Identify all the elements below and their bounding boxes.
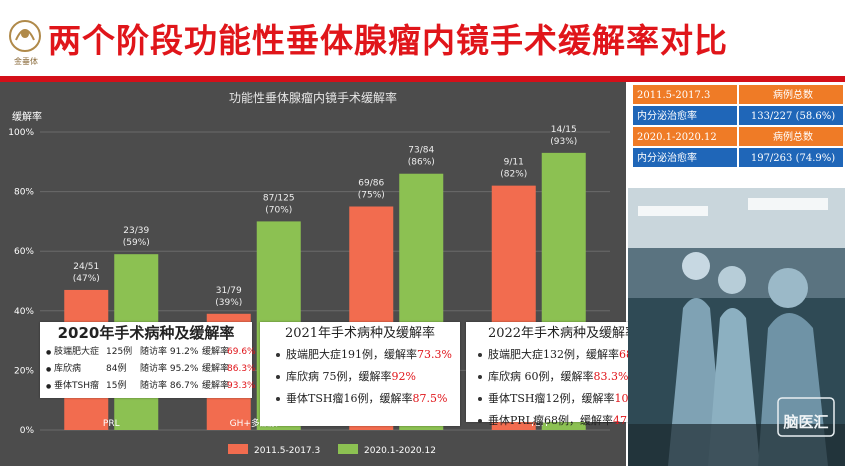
card-2021-row: 垂体TSH瘤16例，缓解率87.5% [276, 388, 460, 410]
header: 金垂体 两个阶段功能性垂体腺瘤内镜手术缓解率对比 [0, 0, 845, 76]
remission-rate: 86.3% [227, 364, 256, 374]
remission-rate: 87.5% [412, 392, 448, 405]
bullet-icon [478, 419, 482, 423]
page-title: 两个阶段功能性垂体腺瘤内镜手术缓解率对比 [48, 21, 728, 60]
bullet-icon: ● [46, 366, 52, 373]
summary-cell-label: 2020.1-2020.12 [632, 126, 738, 147]
bullet-icon: ● [46, 383, 52, 390]
summary-row: 2011.5-2017.3 病例总数 [632, 84, 844, 105]
bar-percent-label: (39%) [215, 298, 242, 308]
bullet-icon [478, 397, 482, 401]
remission-rate: 93.3% [227, 381, 256, 391]
bar-percent-label: (70%) [265, 205, 292, 215]
case-count: 84例 [106, 364, 127, 374]
y-tick-label: 60% [14, 247, 34, 257]
summary-cell-value: 197/263 (74.9%) [738, 147, 844, 168]
bar-count-label: 31/79 [216, 286, 242, 296]
summary-cell-value: 病例总数 [738, 126, 844, 147]
summary-cell-label: 2011.5-2017.3 [632, 84, 738, 105]
bullet-icon [478, 353, 482, 357]
bullet-icon [478, 375, 482, 379]
summary-cell-label: 内分泌治愈率 [632, 147, 738, 168]
watermark-text: 脑医汇 [783, 413, 829, 431]
row-text: 库欣病 75例，缓解率 [286, 370, 392, 383]
bar-percent-label: (75%) [358, 191, 385, 201]
summary-row: 内分泌治愈率 133/227 (58.6%) [632, 105, 844, 126]
row-text: 垂体PRL瘤68例，缓解率 [488, 414, 613, 427]
row-text: 肢端肥大症132例，缓解率 [488, 348, 619, 361]
bar-percent-label: (47%) [73, 274, 100, 284]
card-2020: 2020年手术病种及缓解率 ● 肢端肥大症 125例 随访率 91.2% 缓解率 69.6… [40, 322, 256, 398]
remission-label: 缓解率 [202, 381, 230, 391]
bar-count-label: 14/15 [551, 125, 577, 135]
summary-cell-value: 133/227 (58.6%) [738, 105, 844, 126]
summary-table: 2011.5-2017.3 病例总数 内分泌治愈率 133/227 (58.6%) 20… [632, 84, 844, 168]
y-axis-label: 缓解率 [12, 110, 42, 123]
bar-percent-label: (86%) [408, 158, 435, 168]
logo-text: 金垂体 [14, 57, 38, 66]
card-2020-row: ● 肢端肥大症 125例 随访率 91.2% 缓解率 69.6% [40, 344, 256, 361]
followup-rate: 随访率 91.2% [140, 347, 199, 357]
legend-label: 2011.5-2017.3 [254, 446, 320, 456]
card-2022-row: 库欣病 60例，缓解率83.3% [478, 366, 660, 388]
case-count: 125例 [106, 347, 133, 357]
y-tick-label: 20% [14, 366, 34, 376]
disease-name: 垂体TSH瘤 [54, 381, 99, 391]
bar-count-label: 24/51 [73, 262, 99, 272]
y-tick-label: 100% [8, 128, 34, 138]
bar-count-label: 87/125 [263, 193, 295, 203]
followup-rate: 随访率 86.7% [140, 381, 199, 391]
disease-name: 肢端肥大症 [54, 347, 100, 357]
title-underline [0, 76, 845, 82]
bullet-icon [276, 375, 280, 379]
bar-count-label: 69/86 [358, 179, 384, 189]
remission-rate: 83.3% [593, 370, 629, 383]
card-2021-row: 肢端肥大症191例，缓解率73.3% [276, 344, 460, 366]
bar-count-label: 23/39 [123, 226, 149, 236]
summary-cell-value: 病例总数 [738, 84, 844, 105]
card-2022-title: 2022年手术病种及缓解率 [487, 326, 639, 341]
bar-percent-label: (93%) [550, 137, 577, 147]
card-2021: 2021年手术病种及缓解率 肢端肥大症191例，缓解率73.3% 库欣病 75例，… [260, 322, 460, 426]
y-tick-label: 0% [20, 426, 35, 436]
chart-title: 功能性垂体腺瘤内镜手术缓解率 [229, 90, 397, 105]
surgery-photo: 脑医汇 [628, 188, 845, 466]
remission-label: 缓解率 [202, 364, 230, 374]
bullet-icon [276, 397, 280, 401]
bar-count-label: 9/11 [504, 158, 524, 168]
card-2020-row: ● 库欣病 84例 随访率 95.2% 缓解率 86.3% [40, 361, 256, 378]
x-tick-label: TSH [529, 419, 548, 429]
case-count: 15例 [106, 381, 127, 391]
legend-swatch [228, 444, 248, 454]
row-text: 库欣病 60例，缓解率 [488, 370, 594, 383]
summary-row: 内分泌治愈率 197/263 (74.9%) [632, 147, 844, 168]
card-2021-row: 库欣病 75例，缓解率92% [276, 366, 460, 388]
disease-name: 库欣病 [54, 364, 82, 374]
legend-swatch [338, 444, 358, 454]
row-text: 肢端肥大症191例，缓解率 [286, 348, 417, 361]
remission-rate: 73.3% [417, 348, 452, 361]
bar-percent-label: (59%) [123, 238, 150, 248]
row-text: 垂体TSH瘤12例，缓解率 [488, 392, 615, 405]
logo-icon [9, 20, 41, 52]
remission-label: 缓解率 [202, 347, 230, 357]
card-2020-title: 2020年手术病种及缓解率 [57, 324, 235, 342]
surgery-photo-illustration [628, 188, 845, 466]
bullet-icon [276, 353, 280, 357]
bullet-icon: ● [46, 349, 52, 356]
remission-rate: 92% [391, 370, 416, 383]
summary-row: 2020.1-2020.12 病例总数 [632, 126, 844, 147]
bar-count-label: 73/84 [408, 146, 434, 156]
card-2020-row: ● 垂体TSH瘤 15例 随访率 86.7% 缓解率 93.3% [40, 378, 256, 395]
bar-percent-label: (82%) [500, 170, 527, 180]
x-tick-label: PRL [103, 419, 120, 429]
followup-rate: 随访率 95.2% [140, 364, 199, 374]
card-2021-title: 2021年手术病种及缓解率 [284, 326, 436, 341]
y-tick-label: 40% [14, 307, 34, 317]
row-text: 垂体TSH瘤16例，缓解率 [286, 392, 413, 405]
legend-label: 2020.1-2020.12 [364, 446, 436, 456]
y-tick-label: 80% [14, 188, 34, 198]
summary-cell-label: 内分泌治愈率 [632, 105, 738, 126]
remission-rate: 69.6% [227, 347, 256, 357]
